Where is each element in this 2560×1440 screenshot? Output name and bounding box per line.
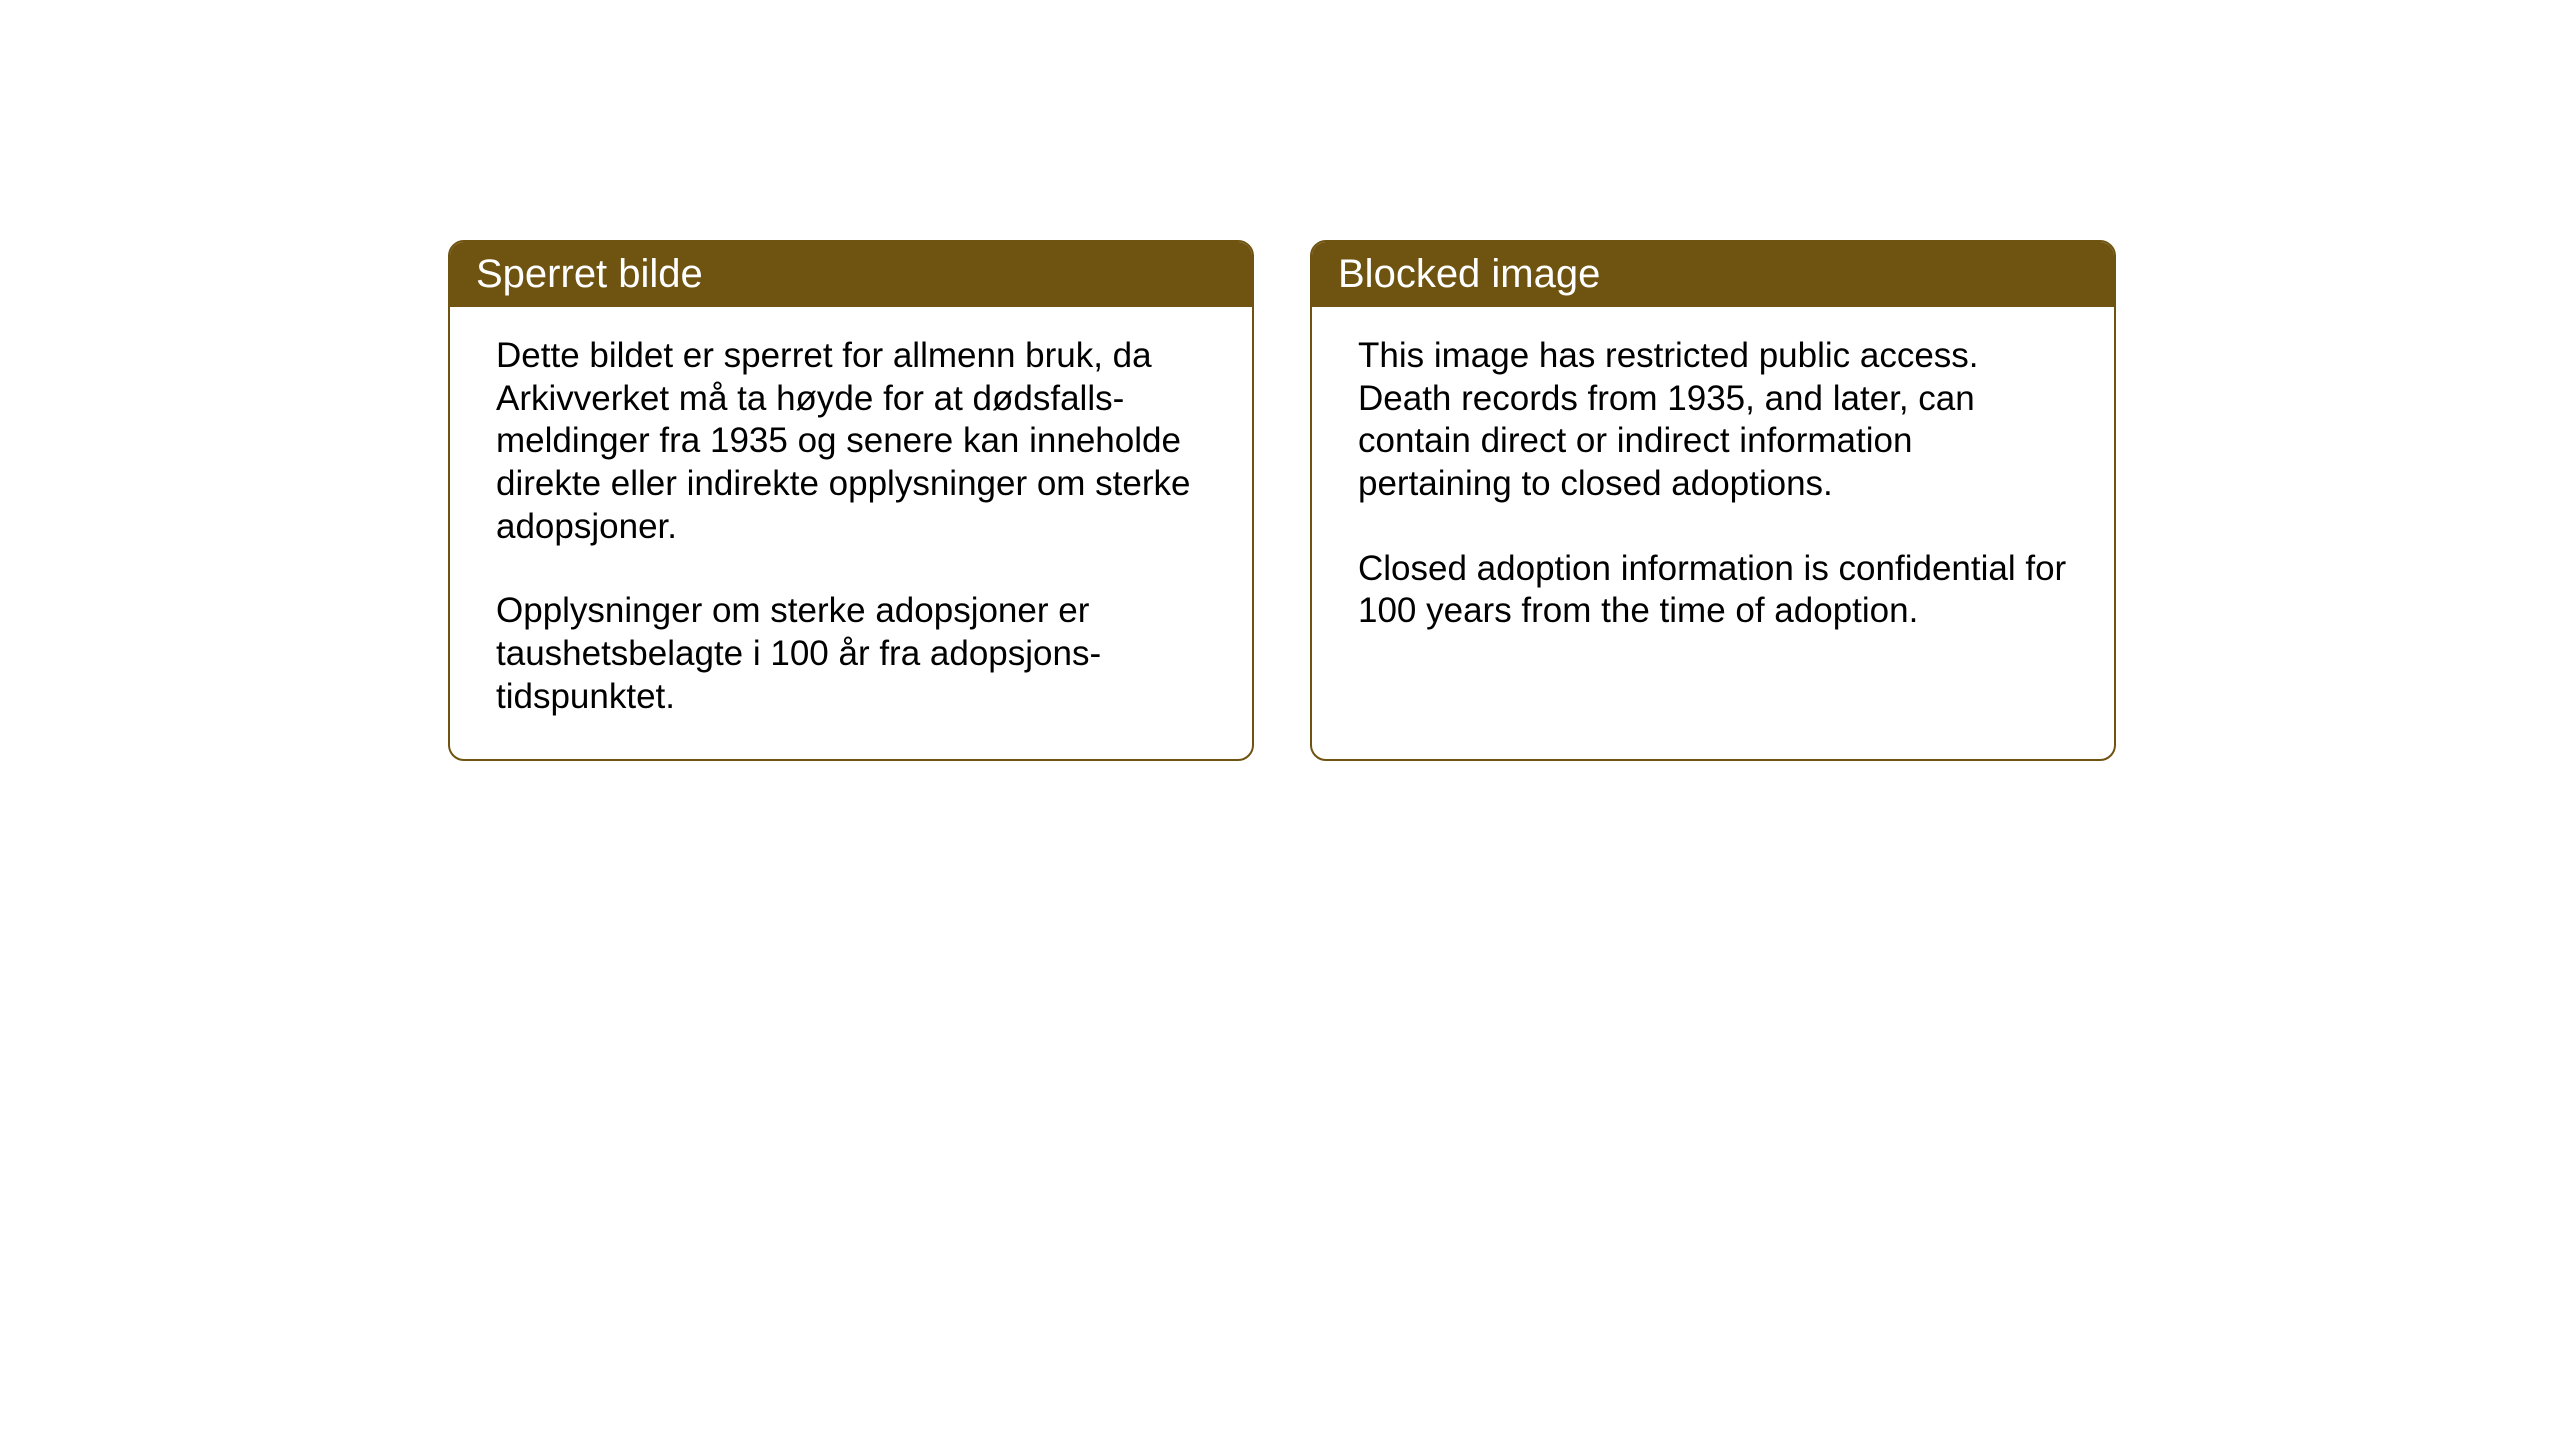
norwegian-card-header: Sperret bilde <box>450 242 1252 307</box>
english-card-body: This image has restricted public access.… <box>1312 307 2114 751</box>
english-card-title: Blocked image <box>1338 252 1600 296</box>
norwegian-paragraph-2: Opplysninger om sterke adopsjoner er tau… <box>496 590 1206 718</box>
norwegian-card-body: Dette bildet er sperret for allmenn bruk… <box>450 307 1252 759</box>
english-paragraph-1: This image has restricted public access.… <box>1358 335 2068 506</box>
norwegian-card-title: Sperret bilde <box>476 252 703 296</box>
english-paragraph-2: Closed adoption information is confident… <box>1358 548 2068 633</box>
norwegian-paragraph-1: Dette bildet er sperret for allmenn bruk… <box>496 335 1206 548</box>
card-container: Sperret bilde Dette bildet er sperret fo… <box>448 240 2116 761</box>
english-card: Blocked image This image has restricted … <box>1310 240 2116 761</box>
english-card-header: Blocked image <box>1312 242 2114 307</box>
norwegian-card: Sperret bilde Dette bildet er sperret fo… <box>448 240 1254 761</box>
